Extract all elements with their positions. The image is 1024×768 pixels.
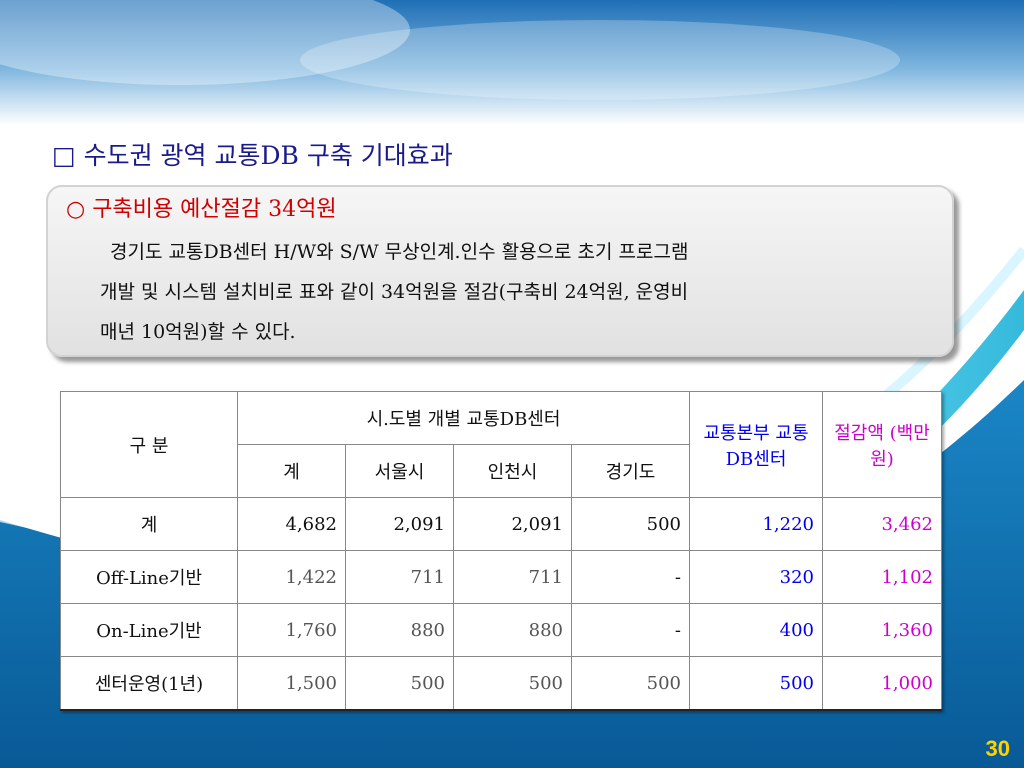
cell-incheon: 711 (453, 550, 572, 604)
header-gyeonggi: 경기도 (571, 444, 690, 498)
cell-saving: 1,000 (822, 656, 942, 711)
cell-saving: 1,360 (822, 603, 942, 657)
cell-incheon: 2,091 (453, 497, 572, 551)
header-hq-center: 교통본부 교통DB센터 (689, 391, 823, 498)
table-row: Off-Line기반 1,422 711 711 - 320 1,102 (60, 550, 942, 604)
row-label: 계 (60, 497, 238, 551)
row-label: Off-Line기반 (60, 550, 238, 604)
header-saving: 절감액 (백만원) (822, 391, 942, 498)
row-label: On-Line기반 (60, 603, 238, 657)
header-city-centers: 시.도별 개별 교통DB센터 (237, 391, 690, 445)
cell-gyeonggi: 500 (571, 497, 690, 551)
card-line-1: 경기도 교통DB센터 H/W와 S/W 무상인계.인수 활용으로 초기 프로그램 (110, 241, 689, 263)
cell-gyeonggi: - (571, 550, 690, 604)
header-total: 계 (237, 444, 346, 498)
row-label: 센터운영(1년) (60, 656, 238, 711)
table-row: 센터운영(1년) 1,500 500 500 500 500 1,000 (60, 656, 942, 711)
slide-heading: □ 수도권 광역 교통DB 구축 기대효과 (52, 141, 453, 170)
card-subtitle: ○ 구축비용 예산절감 34억원 (66, 197, 337, 222)
cell-gyeonggi: - (571, 603, 690, 657)
cell-saving: 1,102 (822, 550, 942, 604)
summary-card: ○ 구축비용 예산절감 34억원 경기도 교통DB센터 H/W와 S/W 무상인… (46, 185, 954, 357)
cell-incheon: 880 (453, 603, 572, 657)
page-number: 30 (985, 736, 1010, 761)
cell-total: 1,422 (237, 550, 346, 604)
cell-hq: 400 (689, 603, 823, 657)
cell-gyeonggi: 500 (571, 656, 690, 711)
cell-hq: 1,220 (689, 497, 823, 551)
cell-total: 1,500 (237, 656, 346, 711)
table-row: 계 4,682 2,091 2,091 500 1,220 3,462 (60, 497, 942, 551)
card-line-2: 개발 및 시스템 설치비로 표와 같이 34억원을 절감(구축비 24억원, 운… (100, 281, 689, 303)
cell-incheon: 500 (453, 656, 572, 711)
cell-hq: 500 (689, 656, 823, 711)
cell-seoul: 2,091 (345, 497, 454, 551)
cell-total: 1,760 (237, 603, 346, 657)
cell-seoul: 500 (345, 656, 454, 711)
header-seoul: 서울시 (345, 444, 454, 498)
cell-hq: 320 (689, 550, 823, 604)
card-line-3: 매년 10억원)할 수 있다. (100, 321, 296, 343)
cell-seoul: 880 (345, 603, 454, 657)
cell-seoul: 711 (345, 550, 454, 604)
cost-table: 구 분 시.도별 개별 교통DB센터 교통본부 교통DB센터 절감액 (백만원)… (60, 391, 942, 711)
header-incheon: 인천시 (453, 444, 572, 498)
cell-total: 4,682 (237, 497, 346, 551)
table-row: On-Line기반 1,760 880 880 - 400 1,360 (60, 603, 942, 657)
cell-saving: 3,462 (822, 497, 942, 551)
header-gubun: 구 분 (60, 391, 238, 498)
card-body: 경기도 교통DB센터 H/W와 S/W 무상인계.인수 활용으로 초기 프로그램… (100, 232, 950, 352)
